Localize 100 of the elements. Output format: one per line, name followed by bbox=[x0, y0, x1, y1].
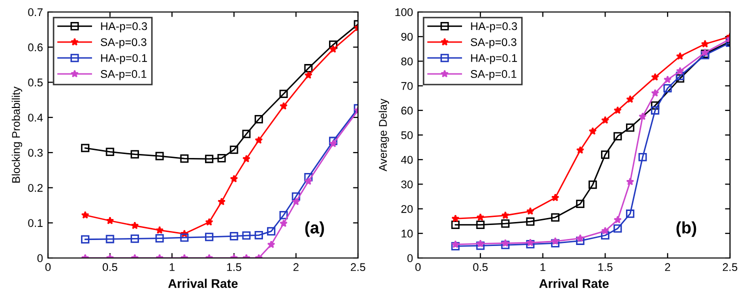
point bbox=[576, 200, 584, 208]
y-tick-label: 0.1 bbox=[28, 219, 43, 227]
point bbox=[329, 136, 338, 146]
point bbox=[279, 90, 288, 98]
y-tick-label: 70 bbox=[401, 82, 413, 90]
x-tick-label: 0.5 bbox=[102, 263, 118, 272]
point bbox=[81, 210, 90, 219]
point bbox=[701, 40, 710, 48]
point bbox=[254, 230, 263, 240]
point bbox=[638, 152, 647, 162]
point bbox=[230, 174, 238, 182]
point bbox=[451, 214, 460, 222]
point bbox=[588, 180, 597, 189]
x-tick-label: 2 bbox=[665, 263, 670, 271]
x-tick-label: 0 bbox=[45, 263, 51, 272]
point bbox=[614, 106, 622, 114]
point bbox=[155, 152, 164, 160]
y-tick-label: 0.4 bbox=[28, 114, 43, 122]
y-tick-label: 50 bbox=[401, 131, 413, 140]
point bbox=[267, 240, 276, 248]
y-axis-title: Blocking Probability bbox=[12, 86, 22, 183]
point bbox=[205, 154, 214, 164]
x-tick-label: 1.5 bbox=[598, 263, 612, 272]
x-tick-label: 2.5 bbox=[722, 263, 738, 272]
point bbox=[304, 173, 313, 182]
point bbox=[601, 116, 610, 124]
y-tick-label: 100 bbox=[395, 8, 413, 16]
point bbox=[280, 219, 288, 228]
point bbox=[230, 232, 238, 240]
point bbox=[614, 216, 622, 224]
point bbox=[476, 213, 484, 221]
point bbox=[501, 211, 510, 219]
legend-label: SA-p=0.1 bbox=[100, 70, 146, 80]
legend-label: SA-p=0.3 bbox=[470, 38, 516, 48]
point bbox=[155, 234, 164, 242]
point bbox=[501, 239, 510, 247]
x-tick-label: 1 bbox=[170, 263, 175, 271]
point bbox=[601, 231, 610, 240]
y-tick-label: 30 bbox=[401, 180, 413, 188]
point bbox=[205, 232, 214, 242]
y-tick-label: 20 bbox=[401, 205, 413, 213]
point bbox=[664, 75, 672, 84]
point bbox=[476, 240, 484, 248]
point bbox=[601, 150, 610, 159]
legend-label: HA-p=0.1 bbox=[101, 54, 147, 64]
point bbox=[526, 207, 534, 215]
point bbox=[551, 194, 560, 202]
point bbox=[663, 84, 672, 92]
legend-label: SA-p=0.1 bbox=[470, 70, 516, 80]
point bbox=[106, 216, 114, 224]
point bbox=[551, 237, 560, 245]
annotation: (a) bbox=[305, 221, 324, 237]
y-tick-label: 0.6 bbox=[28, 43, 43, 52]
y-tick-label: 40 bbox=[401, 156, 413, 164]
point bbox=[254, 115, 263, 124]
point bbox=[180, 154, 189, 163]
point bbox=[638, 112, 647, 120]
point bbox=[180, 233, 189, 242]
point bbox=[106, 234, 114, 244]
y-axis-title: Average Delay bbox=[378, 98, 390, 172]
point bbox=[614, 224, 622, 233]
legend-label: HA-p=0.1 bbox=[471, 54, 517, 64]
x-tick-label: 0.5 bbox=[473, 263, 488, 272]
point bbox=[329, 140, 338, 148]
point bbox=[588, 127, 597, 135]
point bbox=[676, 66, 684, 75]
point bbox=[651, 73, 660, 81]
point bbox=[676, 52, 684, 60]
point bbox=[501, 240, 510, 250]
point bbox=[292, 198, 300, 206]
x-tick-label: 2 bbox=[293, 263, 299, 271]
point bbox=[601, 226, 610, 234]
y-tick-label: 0.3 bbox=[28, 148, 43, 157]
point bbox=[526, 217, 534, 226]
x-tick-label: 0 bbox=[415, 263, 421, 272]
point bbox=[81, 235, 90, 244]
point bbox=[651, 89, 660, 97]
point bbox=[304, 177, 312, 185]
point bbox=[106, 148, 114, 156]
point bbox=[130, 150, 139, 158]
y-tick-label: 10 bbox=[402, 230, 413, 238]
y-tick-label: 0.2 bbox=[28, 184, 43, 192]
point bbox=[650, 101, 660, 110]
point bbox=[218, 198, 226, 206]
point bbox=[254, 136, 263, 144]
point bbox=[279, 210, 288, 220]
point bbox=[626, 210, 634, 218]
point bbox=[501, 219, 510, 228]
point bbox=[576, 146, 584, 154]
point bbox=[242, 154, 250, 162]
point bbox=[451, 240, 460, 248]
legend-label: HA-p=0.3 bbox=[471, 22, 517, 32]
point bbox=[230, 146, 238, 154]
point bbox=[267, 227, 276, 236]
y-tick-label: 90 bbox=[401, 32, 413, 41]
point bbox=[551, 213, 560, 222]
point bbox=[576, 234, 584, 242]
x-axis-title: Arrival Rate bbox=[168, 278, 238, 288]
y-tick-label: 0.7 bbox=[28, 8, 43, 16]
point bbox=[304, 64, 313, 72]
